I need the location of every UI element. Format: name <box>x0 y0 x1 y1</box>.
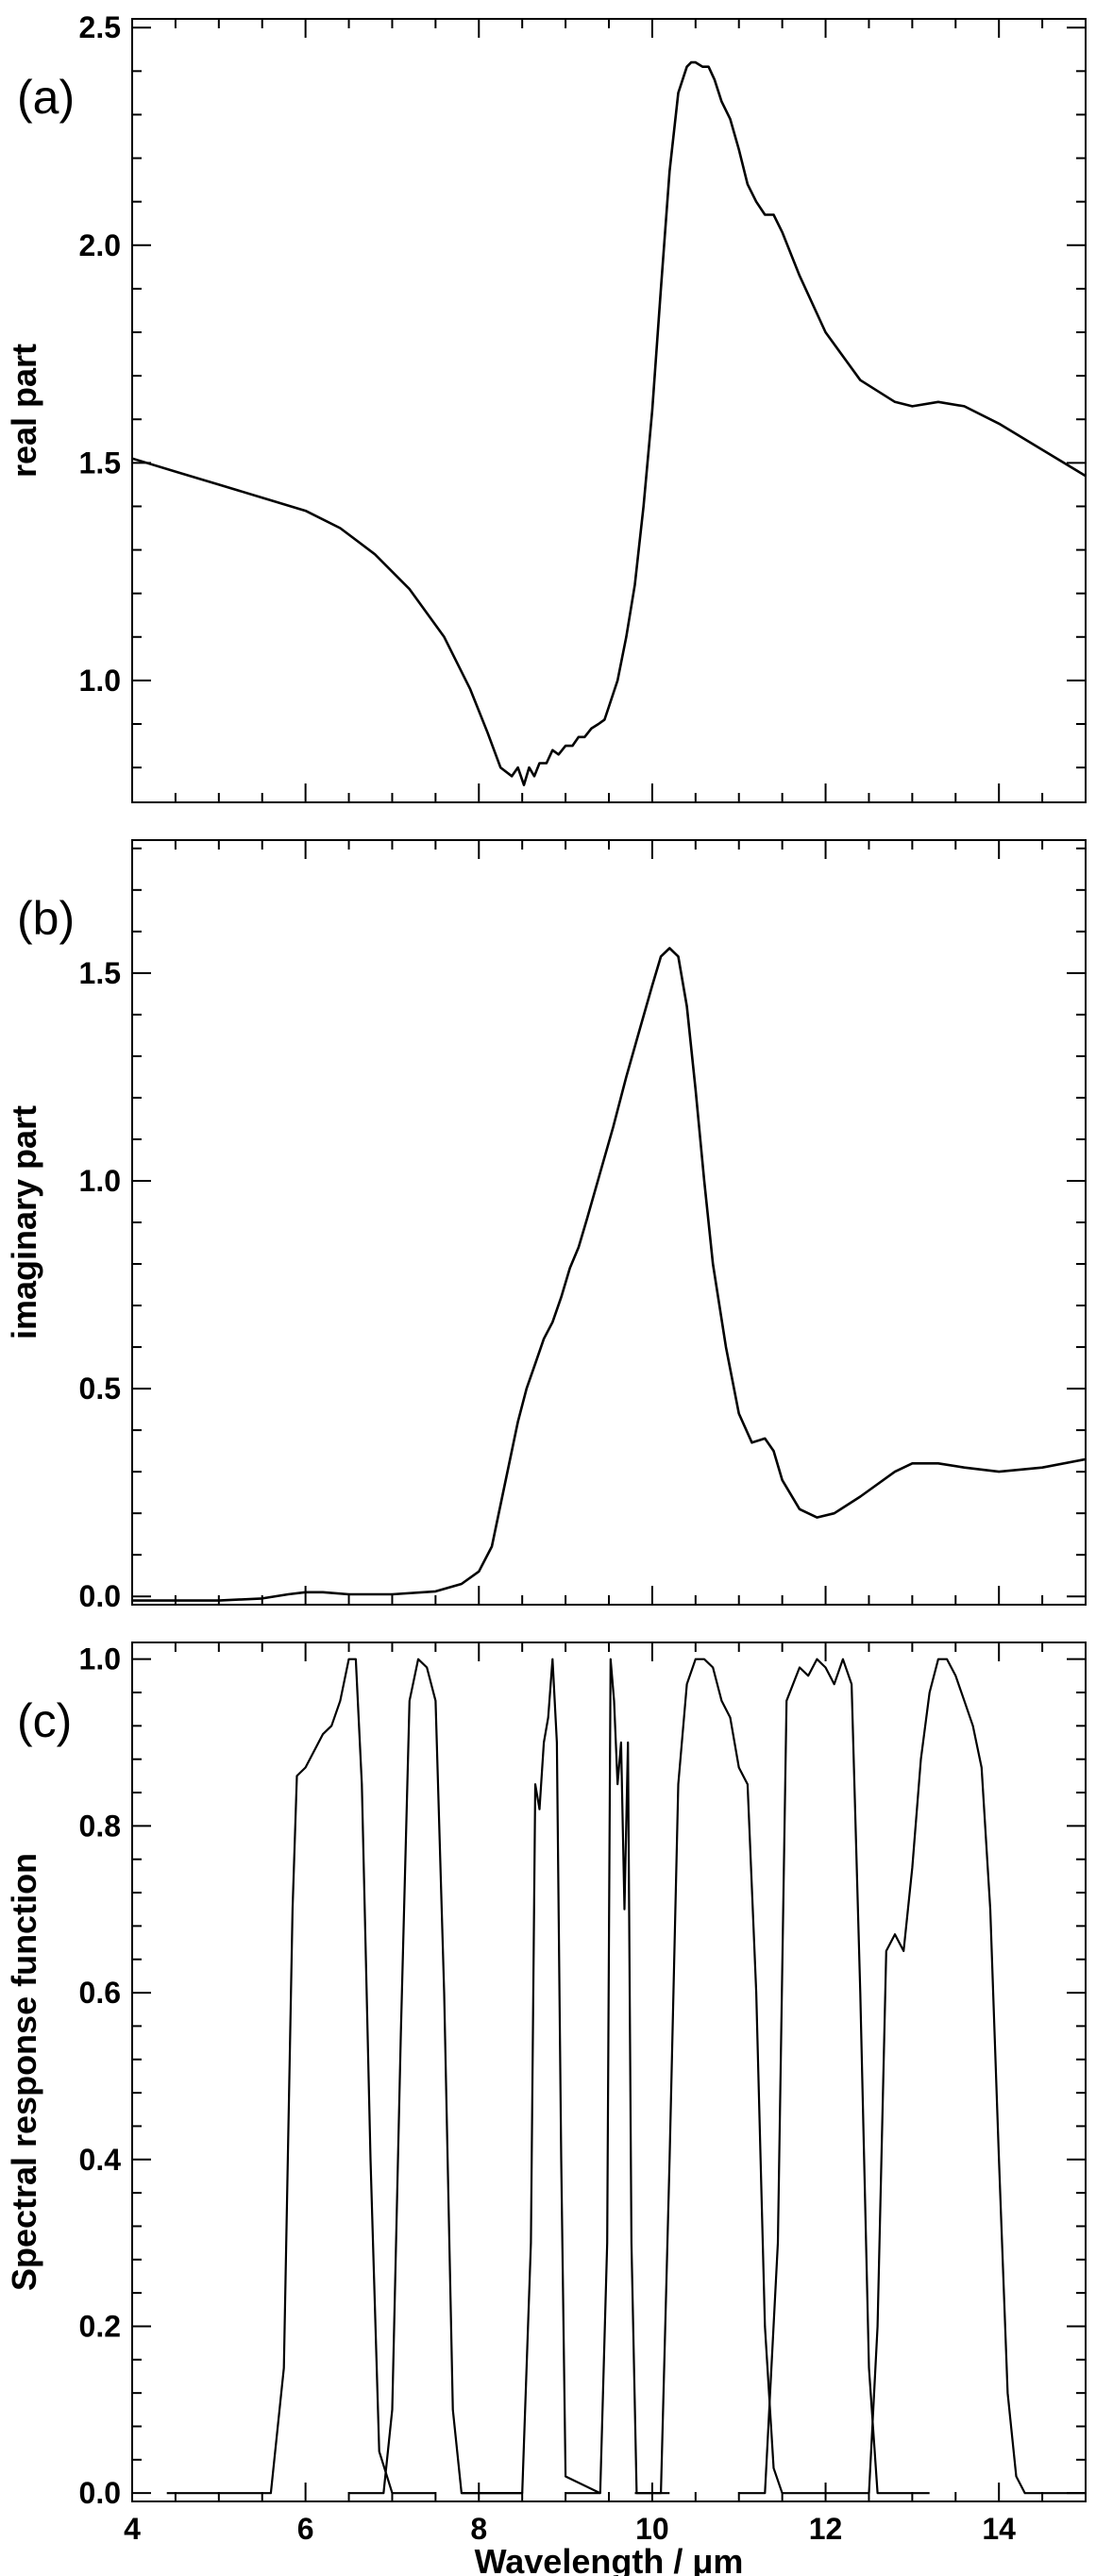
x-tick-label: 12 <box>809 2512 843 2546</box>
y-tick-label: 0.8 <box>79 1809 121 1843</box>
x-tick-label: 6 <box>297 2512 314 2546</box>
y-tick-label: 2.5 <box>79 10 121 44</box>
x-tick-label: 14 <box>982 2512 1016 2546</box>
x-tick-label: 4 <box>124 2512 141 2546</box>
y-axis-title: imaginary part <box>5 1105 43 1339</box>
y-tick-label: 0.5 <box>79 1372 121 1406</box>
y-tick-label: 0.0 <box>79 2476 121 2510</box>
y-tick-label: 1.0 <box>79 664 121 698</box>
y-axis-title: Spectral response function <box>5 1853 43 2291</box>
x-tick-label: 8 <box>470 2512 487 2546</box>
srf-band-4-line <box>565 1658 670 2495</box>
series-line <box>132 60 1086 786</box>
panel-a: 1.0 1.5 2.0 2.5 real part (a) <box>5 10 1087 803</box>
x-axis-title: Wavelength / μm <box>475 2542 744 2576</box>
srf-band-6-line <box>738 1658 930 2495</box>
panel-label: (b) <box>17 892 75 945</box>
x-tick-label: 10 <box>635 2512 669 2546</box>
y-tick-label: 0.0 <box>79 1579 121 1613</box>
srf-band-5-line <box>634 1658 826 2495</box>
panel-label: (a) <box>17 71 75 124</box>
panel-label: (c) <box>17 1694 72 1747</box>
y-tick-label: 1.0 <box>79 1164 121 1198</box>
y-tick-label: 1.5 <box>79 446 121 480</box>
plot-frame <box>131 839 1087 1606</box>
y-axis-title: real part <box>5 344 43 478</box>
y-tick-label: 1.5 <box>79 956 121 990</box>
panel-b: 0.0 0.5 1.0 1.5 imaginary part (b) <box>5 839 1087 1613</box>
panel-c: 0.0 0.2 0.4 0.6 0.8 1.0 4 6 8 10 12 14 Spectral resp… <box>5 1642 1087 2576</box>
srf-band-7-line <box>825 1658 1086 2495</box>
y-tick-label: 0.6 <box>79 1976 121 2010</box>
y-tick-label: 0.2 <box>79 2309 121 2343</box>
plot-frame <box>131 18 1087 803</box>
srf-band-3-line <box>461 1658 601 2495</box>
y-tick-label: 0.4 <box>79 2143 122 2177</box>
srf-band-2-line <box>348 1658 523 2495</box>
series-line <box>132 947 1086 1602</box>
y-tick-label: 1.0 <box>79 1642 121 1676</box>
srf-band-1-line <box>166 1658 436 2495</box>
y-tick-label: 2.0 <box>79 228 121 262</box>
